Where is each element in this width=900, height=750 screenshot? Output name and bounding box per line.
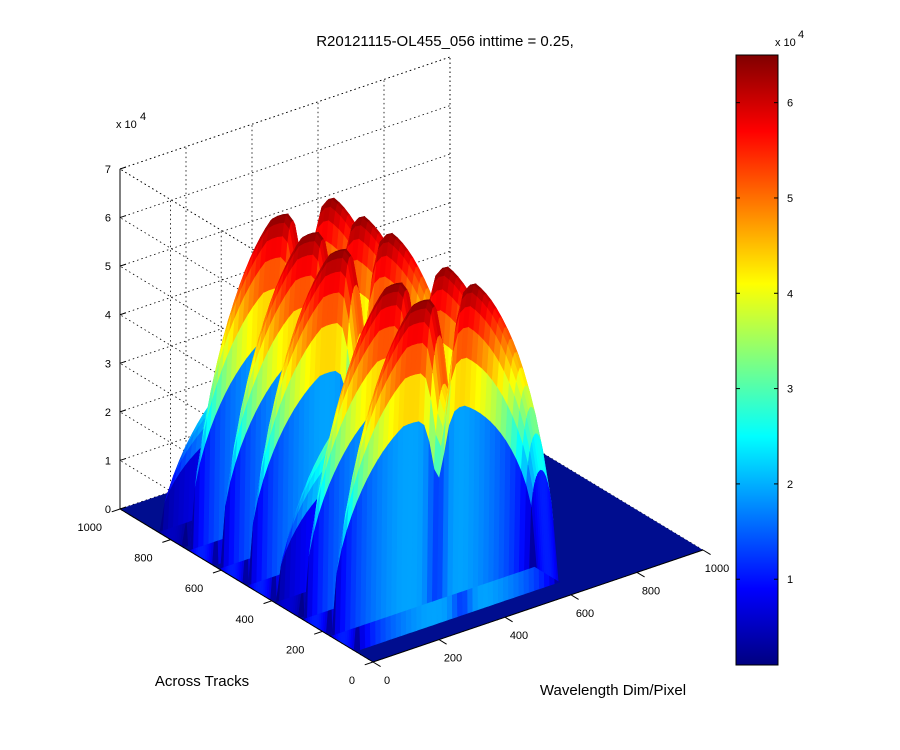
y-tick-label: 0: [349, 675, 355, 687]
x-tick-label: 200: [444, 653, 462, 665]
z-tick-label: 7: [105, 164, 111, 176]
colorbar: [735, 54, 779, 666]
colorbar-exponent: 4: [798, 29, 804, 41]
surface: [120, 197, 703, 662]
x-tick-mark: [438, 639, 447, 645]
y-axis-label: Across Tracks: [155, 673, 249, 690]
colorbar-tick-label: 3: [787, 384, 793, 396]
z-tick-label: 5: [105, 261, 111, 273]
y-tick-label: 800: [134, 553, 152, 565]
y-tick-mark: [212, 569, 222, 574]
colorbar-tick-label: 5: [787, 193, 793, 205]
y-tick-mark: [364, 661, 374, 666]
ridge-6: [329, 283, 561, 652]
z-tick-label: 1: [105, 455, 111, 467]
x-tick-mark: [636, 571, 645, 578]
y-tick-label: 600: [185, 583, 203, 595]
y-tick-label: 400: [235, 614, 253, 626]
z-tick-label: 4: [105, 310, 111, 322]
x-tick-mark: [504, 616, 513, 623]
y-tick-mark: [263, 600, 272, 605]
y-tick-label: 1000: [78, 522, 102, 534]
z-tick-label: 3: [105, 358, 111, 370]
z-tick-label: 2: [105, 407, 111, 419]
z-tick-label: 6: [105, 213, 111, 225]
colorbar-tick-label: 2: [787, 479, 793, 491]
z-tick-mark: [119, 215, 127, 219]
x-tick-label: 0: [384, 675, 390, 687]
colorbar-tick-label: 6: [787, 98, 793, 110]
z-tick-label: 0: [105, 504, 111, 516]
y-tick-mark: [111, 508, 121, 513]
tick-labels: 0200400600800100002004006008001000012345…: [78, 164, 730, 687]
x-tick-mark: [570, 594, 579, 600]
x-tick-label: 1000: [705, 563, 729, 575]
z-tick-mark: [119, 457, 127, 461]
y-tick-mark: [313, 630, 323, 635]
colorbar-tick-label: 1: [787, 574, 793, 586]
x-tick-label: 600: [576, 608, 594, 620]
surface-facet: [529, 507, 537, 569]
colorbar-multiplier: x 10: [775, 37, 796, 49]
z-tick-mark: [119, 360, 127, 364]
z-tick-mark: [119, 263, 127, 267]
x-tick-mark: [372, 661, 381, 668]
z-tick-mark: [119, 312, 127, 316]
x-axis-label: Wavelength Dim/Pixel: [540, 682, 686, 699]
axes-lines: [119, 169, 704, 663]
x-axis-line: [372, 549, 704, 663]
z-axis-exponent: 4: [140, 111, 146, 123]
z-tick-mark: [119, 166, 127, 170]
z-tick-mark: [119, 506, 127, 510]
y-tick-mark: [162, 539, 171, 543]
colorbar-tick-label: 4: [787, 288, 793, 300]
x-tick-label: 400: [510, 630, 528, 642]
colorbar-ticks: 1 2 3 4 5 6: [736, 98, 793, 586]
z-tick-mark: [119, 409, 127, 413]
x-tick-label: 800: [642, 585, 660, 597]
grid-line: [119, 56, 451, 170]
grid-line: [119, 56, 451, 170]
y-tick-label: 200: [286, 644, 304, 656]
z-axis-multiplier: x 10: [116, 119, 137, 131]
chart-title: R20121115-OL455_056 inttime = 0.25,: [316, 33, 574, 50]
y-axis-line: [119, 508, 374, 663]
grid-line: [119, 105, 451, 218]
x-tick-mark: [702, 549, 711, 556]
